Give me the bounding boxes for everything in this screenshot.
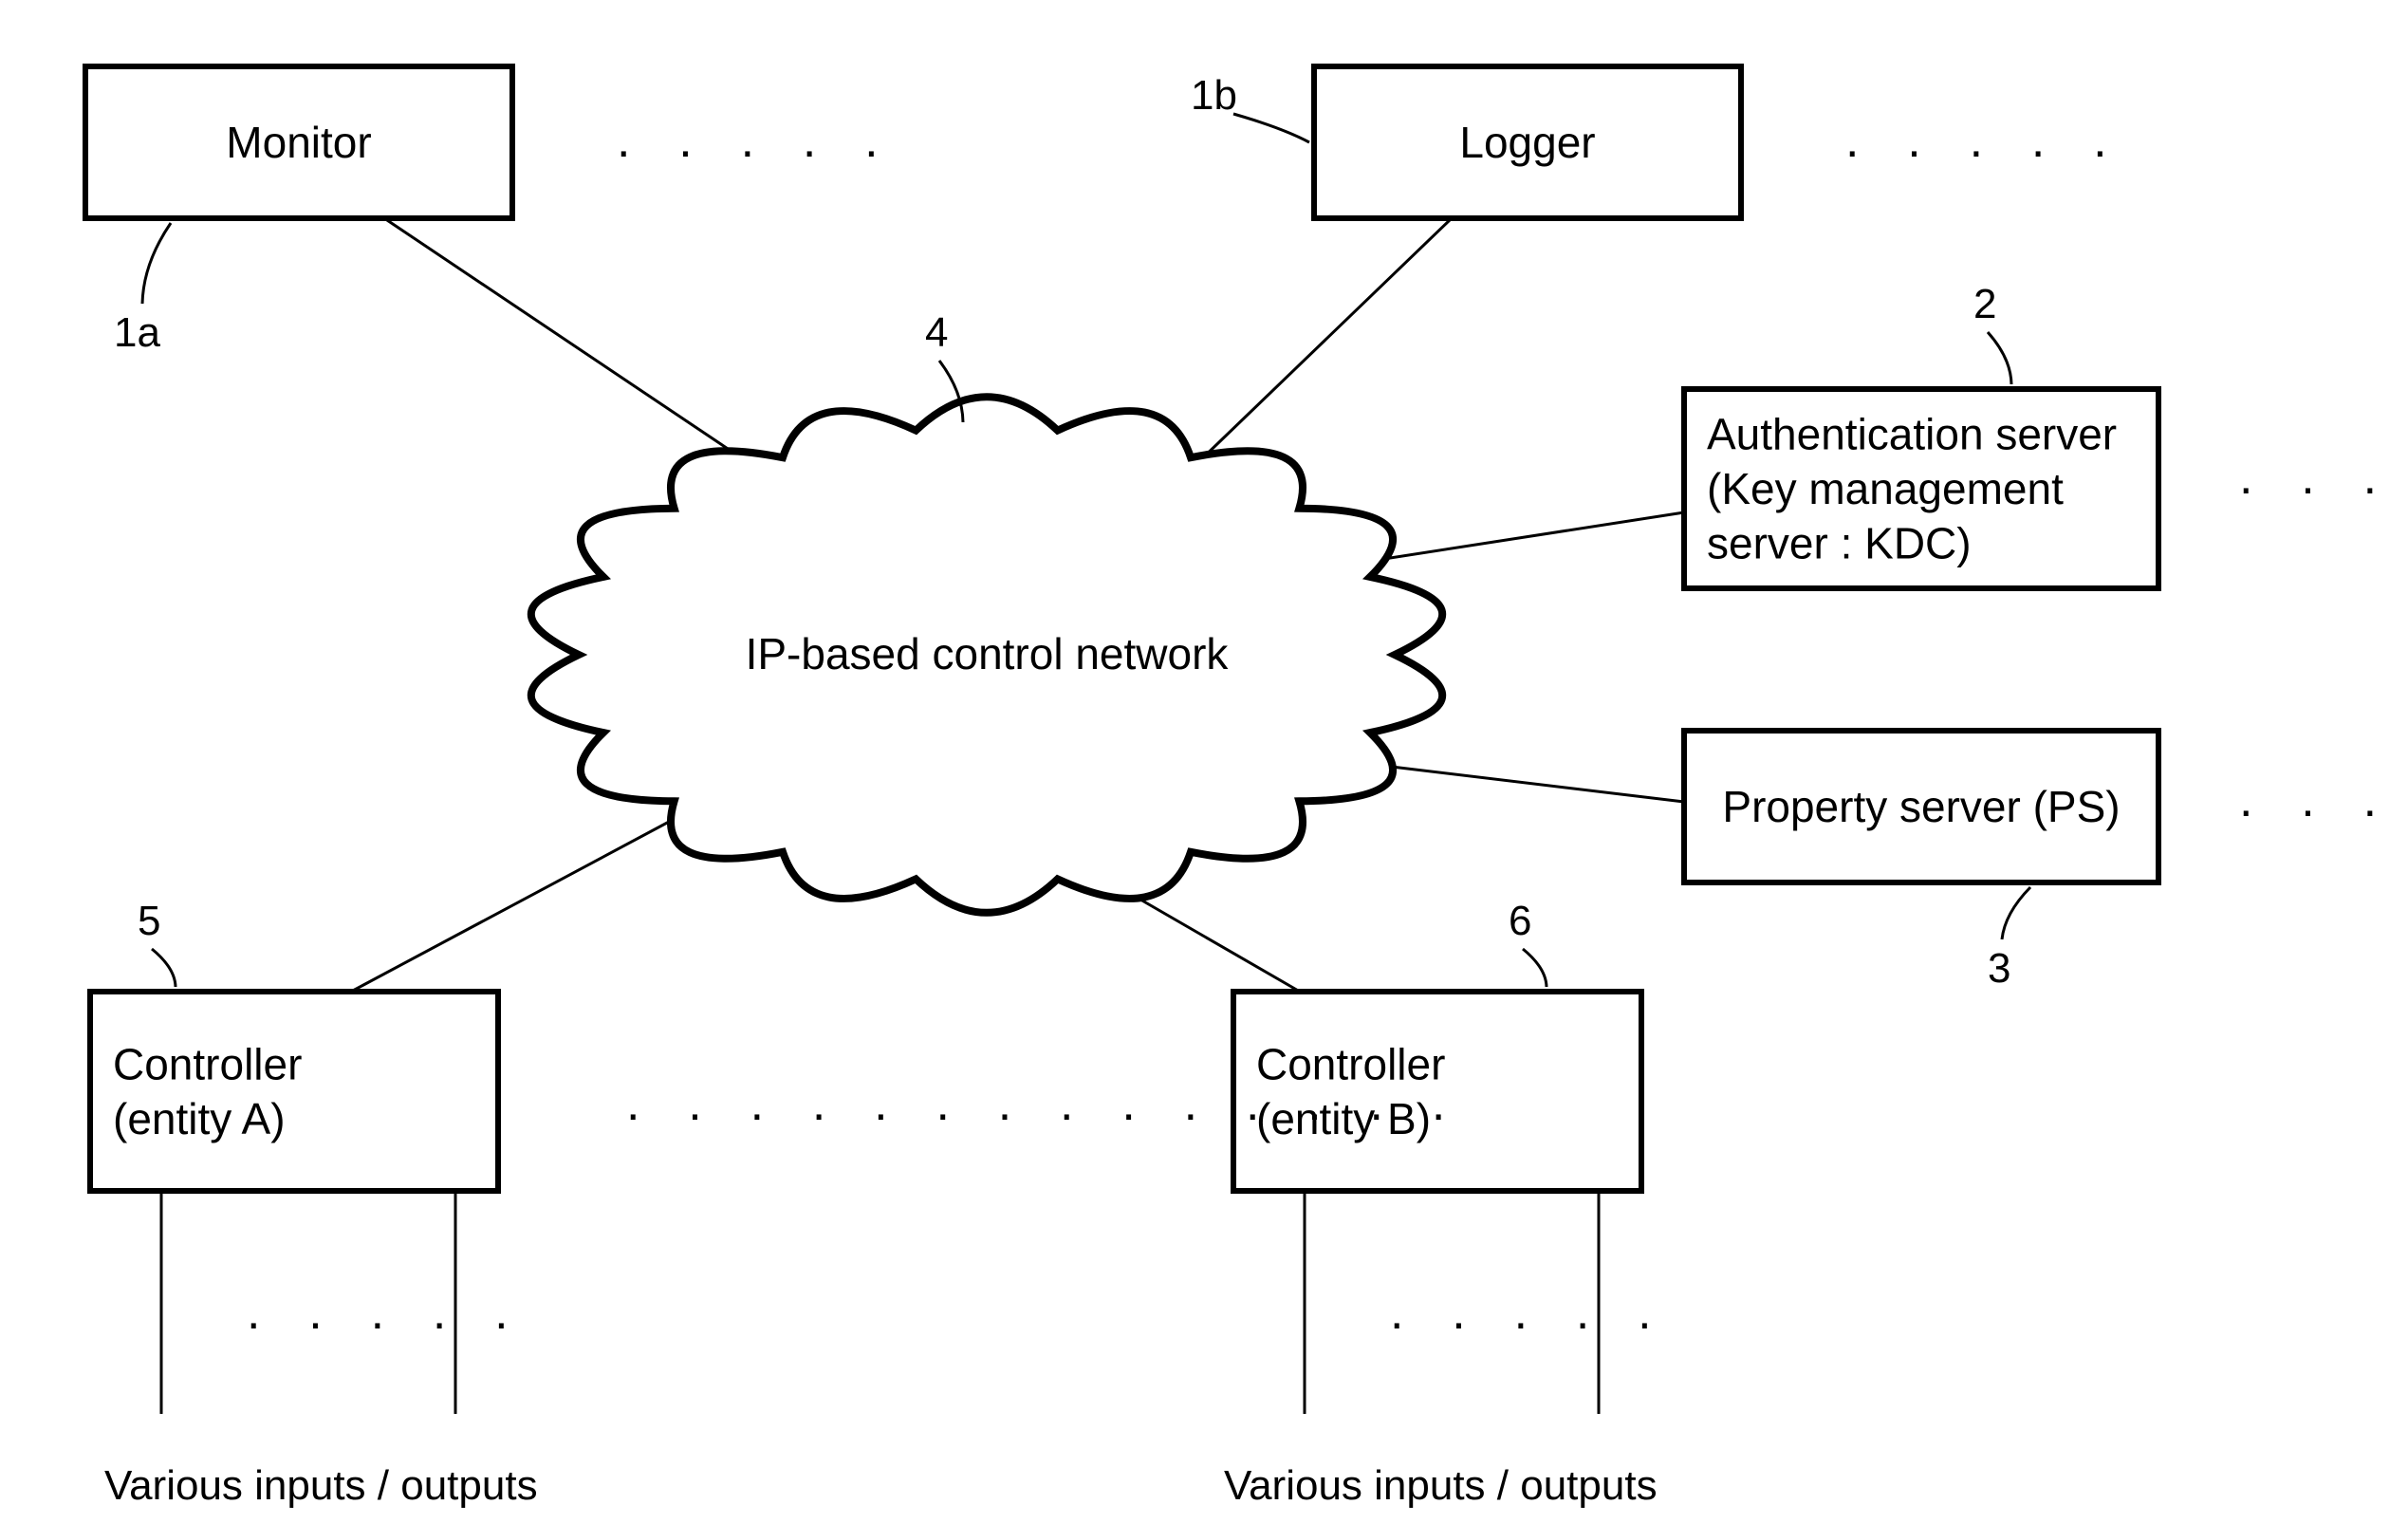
ref-leader-monitor [142,223,171,304]
node-logger-label-line-0: Logger [1459,118,1595,167]
node-property-label-line-0: Property server (PS) [1722,782,2120,831]
ref-label-auth: 2 [1973,281,1996,327]
node-monitor: Monitor [85,66,512,218]
io-B-dots: . . . . . [1390,1285,1669,1340]
edge-monitor [384,218,759,470]
node-property: Property server (PS) [1684,731,2158,882]
ref-leader-logger [1233,114,1309,142]
ref-leader-property [2002,887,2030,939]
ref-label-logger: 1b [1191,72,1237,119]
ref-label-cloud: 4 [925,309,948,356]
io-A-dots: . . . . . [247,1285,526,1340]
node-monitor-label-line-0: Monitor [226,118,371,167]
dots-after-monitor: . . . . . [617,113,896,168]
node-auth-label-line-0: Authentication server [1707,410,2117,459]
ref-label-property: 3 [1988,945,2010,992]
ref-leader-ctrlB [1523,949,1547,987]
ref-label-monitor: 1a [114,309,160,356]
node-ctrlA: Controller (entity A) [90,992,498,1191]
edge-ctrlA [351,807,697,992]
edge-auth [1347,512,1684,565]
node-auth-label-line-1: (Key management [1707,464,2064,513]
node-ctrlA-label-line-1: (entity A) [113,1094,286,1143]
node-auth: Authentication server (Key management ser… [1684,389,2158,588]
io-A-label: Various inputs / outputs [104,1462,538,1509]
ref-leader-auth [1988,332,2011,384]
ref-label-ctrlA: 5 [138,898,160,944]
dots-after-logger: . . . . . [1845,113,2124,168]
node-logger: Logger [1314,66,1741,218]
node-ctrlA-label-line-0: Controller [113,1039,302,1088]
io-B-label: Various inputs / outputs [1224,1462,1658,1509]
dots-between-controllers: . . . . . . . . . . . . . . [626,1076,1462,1131]
dots-after-auth: . . . . . [2239,450,2408,505]
edge-logger [1195,218,1452,465]
ref-label-ctrlB: 6 [1509,898,1531,944]
cloud-network: IP-based control network [531,397,1442,913]
ref-leader-ctrlA [152,949,176,987]
dots-after-property: . . . . . [2239,772,2408,827]
cloud-label: IP-based control network [746,629,1230,678]
node-ctrlA-box [90,992,498,1191]
node-auth-label-line-2: server : KDC) [1707,519,1972,568]
